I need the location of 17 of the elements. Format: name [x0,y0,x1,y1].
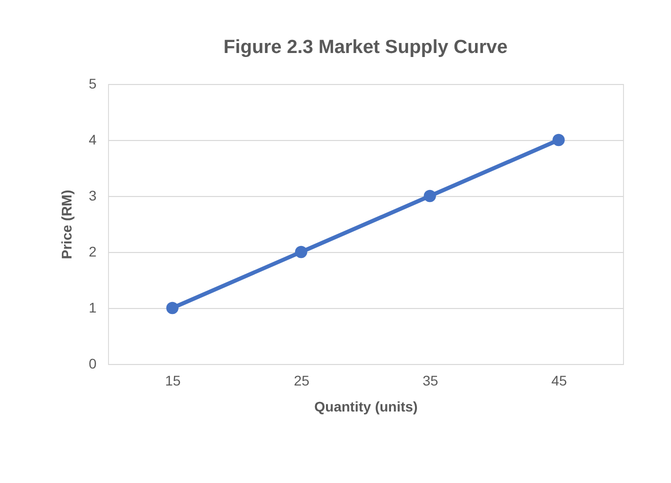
y-tick-label: 3 [88,188,97,204]
y-tick-label: 5 [88,76,97,92]
point [295,246,308,258]
x-axis-title: Quantity (units) [314,398,418,414]
x-tick-label: 15 [165,372,181,388]
chart-title: Figure 2.3 Market Supply Curve [223,37,508,58]
y-axis-title: Price (RM) [58,190,75,260]
x-tick-label: 35 [422,372,438,388]
y-tick-label: 2 [88,244,97,260]
x-tick-label: 45 [551,372,568,388]
y-tick-label: 4 [88,132,97,148]
point [552,134,565,146]
point [424,190,436,202]
x-tick-label: 25 [294,372,310,388]
y-tick-label: 0 [88,356,97,372]
point [166,302,178,314]
y-tick-label: 1 [88,300,97,316]
